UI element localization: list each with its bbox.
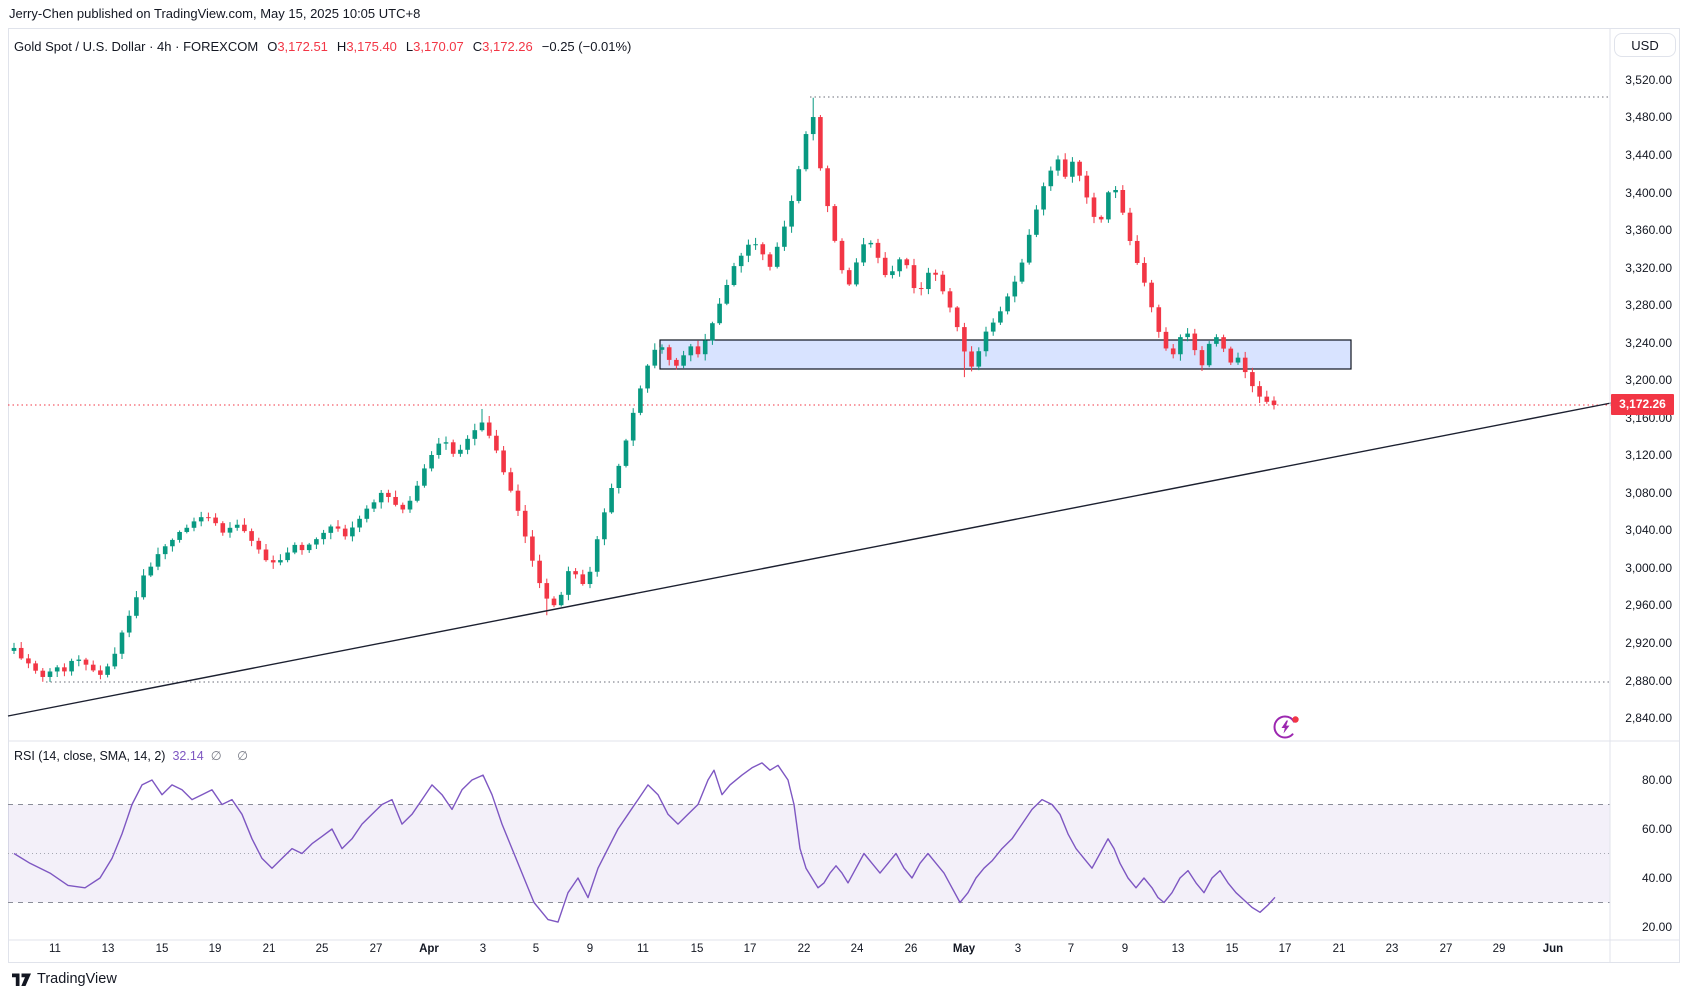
time-axis-label: 7 bbox=[1067, 943, 1075, 955]
time-axis-label: 15 bbox=[690, 943, 704, 955]
symbol-title: Gold Spot / U.S. Dollar · 4h · FOREXCOM bbox=[14, 39, 259, 54]
time-axis-label: 15 bbox=[1225, 943, 1239, 955]
symbol-info-row: Gold Spot / U.S. Dollar · 4h · FOREXCOM O… bbox=[14, 39, 631, 54]
price-axis-label: 3,080.00 bbox=[1625, 486, 1672, 500]
time-axis-label: 21 bbox=[262, 943, 276, 955]
rsi-value: 32.14 bbox=[172, 749, 204, 763]
price-axis-label: 2,840.00 bbox=[1625, 711, 1672, 725]
time-axis-label: 19 bbox=[208, 943, 222, 955]
time-axis-label: 17 bbox=[1278, 943, 1292, 955]
tradingview-logo-icon bbox=[12, 973, 31, 986]
time-axis-label: 25 bbox=[315, 943, 329, 955]
time-axis-label: 29 bbox=[1492, 943, 1506, 955]
price-axis-label: 3,320.00 bbox=[1625, 261, 1672, 275]
price-change: −0.25 (−0.01%) bbox=[541, 39, 632, 54]
boost-ring bbox=[1273, 715, 1297, 739]
price-axis-label: 3,360.00 bbox=[1625, 223, 1672, 237]
time-axis-label: 3 bbox=[1014, 943, 1022, 955]
time-axis-label: 5 bbox=[532, 943, 540, 955]
price-axis-label: 3,200.00 bbox=[1625, 373, 1672, 387]
time-axis-label: 21 bbox=[1332, 943, 1346, 955]
time-axis-month-label: May bbox=[952, 943, 976, 955]
price-axis-label: 60.00 bbox=[1641, 822, 1672, 836]
time-axis-label: 3 bbox=[479, 943, 487, 955]
ohlc-high-value: 3,175.40 bbox=[346, 39, 397, 54]
rsi-ma-empty-values: ∅ ∅ bbox=[210, 749, 254, 763]
lightning-bolt-glyph bbox=[1281, 720, 1290, 734]
time-axis-label: 11 bbox=[49, 943, 61, 955]
price-axis-label: 2,960.00 bbox=[1625, 598, 1672, 612]
ohlc-high-label: H bbox=[336, 39, 347, 54]
time-axis-label: 15 bbox=[155, 943, 169, 955]
price-axis-label: 2,880.00 bbox=[1625, 674, 1672, 688]
tradingview-logo-text: TradingView bbox=[37, 971, 117, 987]
price-axis-label: 3,120.00 bbox=[1625, 448, 1672, 462]
time-axis-label: 11 bbox=[637, 943, 649, 955]
time-axis-label: 27 bbox=[369, 943, 383, 955]
boost-lightning-icon[interactable] bbox=[1272, 713, 1300, 741]
price-axis-label: 3,240.00 bbox=[1625, 336, 1672, 350]
time-axis-label: 23 bbox=[1385, 943, 1399, 955]
price-axis-label: 3,440.00 bbox=[1625, 148, 1672, 162]
time-axis-label: 26 bbox=[904, 943, 918, 955]
price-axis-label: 3,480.00 bbox=[1625, 110, 1672, 124]
price-axis-label: 3,400.00 bbox=[1625, 186, 1672, 200]
ohlc-close-value: 3,172.26 bbox=[482, 39, 533, 54]
ohlc-open-value: 3,172.51 bbox=[277, 39, 328, 54]
price-axis-label: 40.00 bbox=[1641, 871, 1672, 885]
time-axis-month-label: Jun bbox=[1542, 943, 1564, 955]
price-axis-label: 80.00 bbox=[1641, 773, 1672, 787]
price-axis-label: 3,520.00 bbox=[1625, 73, 1672, 87]
time-axis-month-label: Apr bbox=[419, 943, 439, 955]
last-price-label: 3,172.26 bbox=[1611, 394, 1674, 415]
time-axis-label: 17 bbox=[743, 943, 757, 955]
rsi-title: RSI (14, close, SMA, 14, 2) bbox=[14, 749, 166, 763]
ohlc-close-label: C bbox=[472, 39, 483, 54]
price-axis-label: 3,000.00 bbox=[1625, 561, 1672, 575]
price-axis-label: 3,040.00 bbox=[1625, 523, 1672, 537]
time-axis-label: 13 bbox=[1171, 943, 1185, 955]
ohlc-low-value: 3,170.07 bbox=[413, 39, 464, 54]
notification-dot bbox=[1292, 716, 1299, 723]
chart-frame bbox=[8, 28, 1680, 963]
tradingview-logo[interactable]: TradingView bbox=[12, 971, 117, 987]
publication-header: Jerry-Chen published on TradingView.com,… bbox=[9, 6, 421, 21]
ohlc-open-label: O bbox=[267, 39, 278, 54]
ohlc-low-label: L bbox=[405, 39, 414, 54]
time-axis-label: 27 bbox=[1439, 943, 1453, 955]
time-axis-label: 9 bbox=[586, 943, 594, 955]
time-axis-label: 22 bbox=[797, 943, 811, 955]
price-axis-label: 20.00 bbox=[1641, 920, 1672, 934]
time-axis-label: 13 bbox=[101, 943, 115, 955]
time-axis-label: 9 bbox=[1121, 943, 1129, 955]
rsi-indicator-header: RSI (14, close, SMA, 14, 2) 32.14 ∅ ∅ bbox=[14, 748, 254, 763]
price-axis-label: 3,280.00 bbox=[1625, 298, 1672, 312]
currency-button[interactable]: USD bbox=[1614, 33, 1676, 57]
price-axis-label: 2,920.00 bbox=[1625, 636, 1672, 650]
time-axis-label: 24 bbox=[850, 943, 864, 955]
